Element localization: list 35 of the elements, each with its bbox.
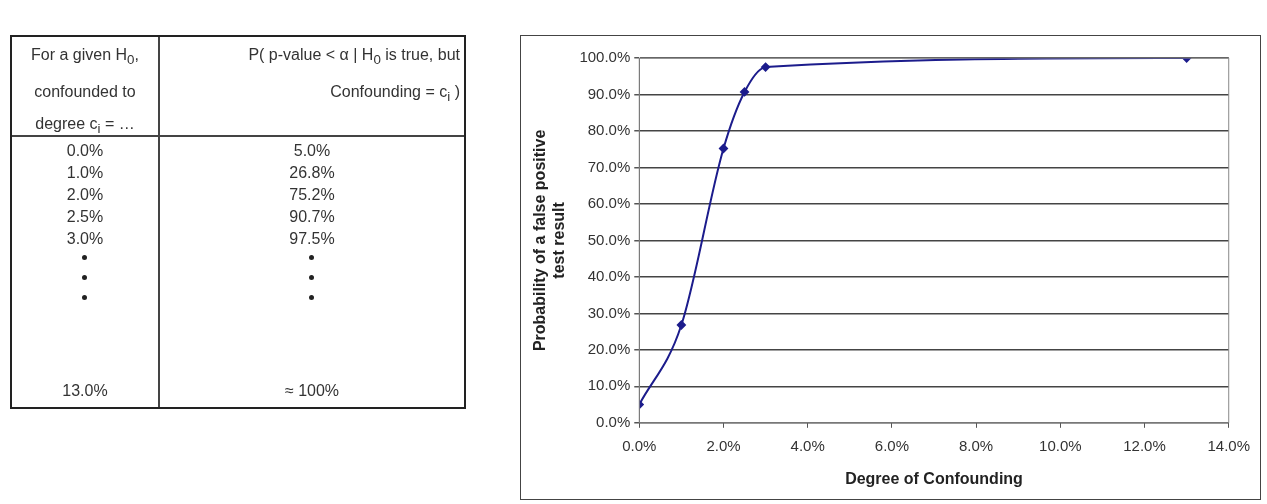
x-tick-label: 10.0% bbox=[1039, 436, 1082, 454]
y-tick-label: 30.0% bbox=[587, 303, 631, 321]
text: 3.0% bbox=[65, 229, 105, 249]
text: 97.5% bbox=[289, 230, 335, 247]
y-tick-label: 100.0% bbox=[579, 48, 631, 66]
y-tick-label: 40.0% bbox=[587, 267, 631, 285]
text: P( p-value < α | H$_{0}$ is true, but Confounding = c$_{i}$ ) bbox=[248, 46, 460, 105]
text: 26.8% bbox=[289, 164, 335, 181]
text: 2.5% bbox=[65, 207, 105, 227]
y-tick-label: 50.0% bbox=[587, 230, 631, 248]
text: 90.7% bbox=[289, 208, 335, 225]
x-tick-label: 14.0% bbox=[1207, 436, 1251, 454]
y-tick-label: 90.0% bbox=[587, 84, 631, 102]
x-tick-label: 8.0% bbox=[959, 436, 994, 454]
y-axis-title: Probability of a false positive test result bbox=[531, 129, 568, 352]
text: 0.0% bbox=[65, 141, 105, 161]
text: ≈ 100% bbox=[284, 382, 340, 399]
x-tick-label: 2.0% bbox=[706, 436, 741, 454]
y-tick-label: 60.0% bbox=[587, 194, 631, 212]
y-tick-label: 20.0% bbox=[587, 339, 631, 357]
text: 5.0% bbox=[293, 142, 331, 159]
y-tick-label: 80.0% bbox=[587, 121, 631, 139]
x-tick-label: 4.0% bbox=[790, 436, 825, 454]
x-tick-label: 0.0% bbox=[622, 436, 657, 454]
text: 13.0% bbox=[61, 381, 109, 401]
y-tick-label: 70.0% bbox=[587, 157, 631, 175]
y-tick-label: 10.0% bbox=[587, 376, 631, 394]
y-tick-label: 0.0% bbox=[596, 412, 631, 430]
x-tick-label: 6.0% bbox=[874, 436, 909, 454]
text: For a given H$_{0}$, confounded to degree c$_{i}$ = … bbox=[31, 46, 139, 137]
text: 2.0% bbox=[65, 185, 105, 205]
x-tick-label: 12.0% bbox=[1123, 436, 1166, 454]
text: 1.0% bbox=[65, 163, 105, 183]
x-axis-title: Degree of Confounding bbox=[845, 469, 1023, 487]
text: 75.2% bbox=[289, 186, 335, 203]
